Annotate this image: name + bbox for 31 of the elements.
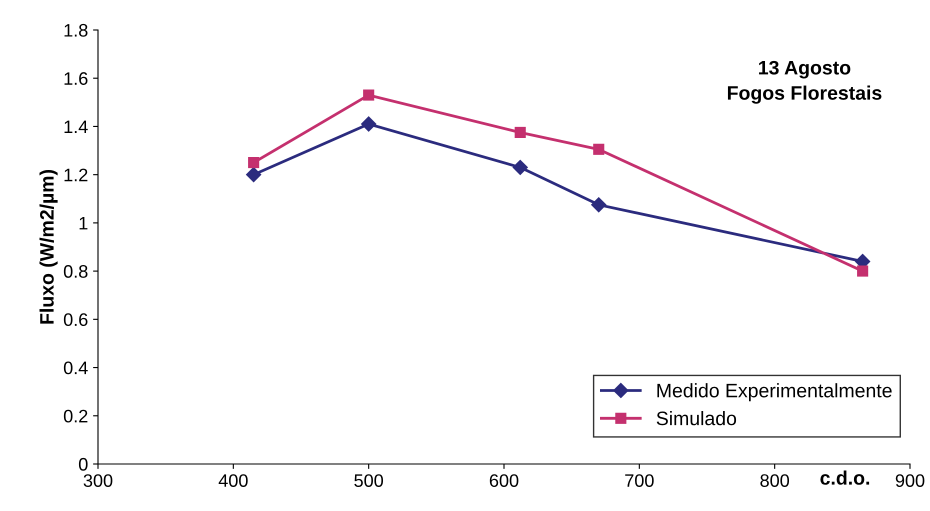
y-tick-label: 0.8 [64, 265, 88, 278]
y-tick-label: 1.8 [64, 24, 88, 37]
y-tick-label: 0.6 [64, 313, 88, 326]
x-axis-title: c.d.o. [820, 470, 870, 485]
y-tick-label: 0.4 [64, 361, 88, 374]
point [514, 126, 526, 138]
x-tick-label: 900 [896, 474, 924, 487]
annotation: 13 Agosto Fogos Florestais [728, 60, 882, 104]
x-tick-label: 700 [625, 474, 654, 487]
legend-label: Medido Experimentalmente [657, 383, 892, 402]
point [593, 144, 604, 155]
y-tick-label: 0 [78, 458, 88, 471]
y-tick-label: 1 [80, 217, 88, 230]
point [361, 116, 376, 132]
y-tick-label: 1.2 [64, 168, 88, 182]
x-tick-label: 500 [354, 474, 384, 487]
point [248, 157, 260, 168]
point [512, 160, 528, 176]
x-tick-label: 600 [490, 474, 518, 487]
y-tick-label: 1.4 [64, 120, 88, 133]
legend-label: Simulado [656, 411, 736, 426]
x-tick-label: 800 [760, 474, 790, 487]
point [591, 197, 606, 212]
y-tick-label: 0.2 [64, 410, 88, 422]
point [363, 90, 374, 101]
y-axis-title: Fluxo (W/m2/µm) [39, 170, 58, 324]
x-tick-label: 400 [218, 474, 248, 487]
x-tick-label: 300 [84, 474, 112, 487]
point [857, 266, 868, 277]
y-tick-label: 1.6 [64, 72, 88, 85]
point [246, 167, 262, 182]
